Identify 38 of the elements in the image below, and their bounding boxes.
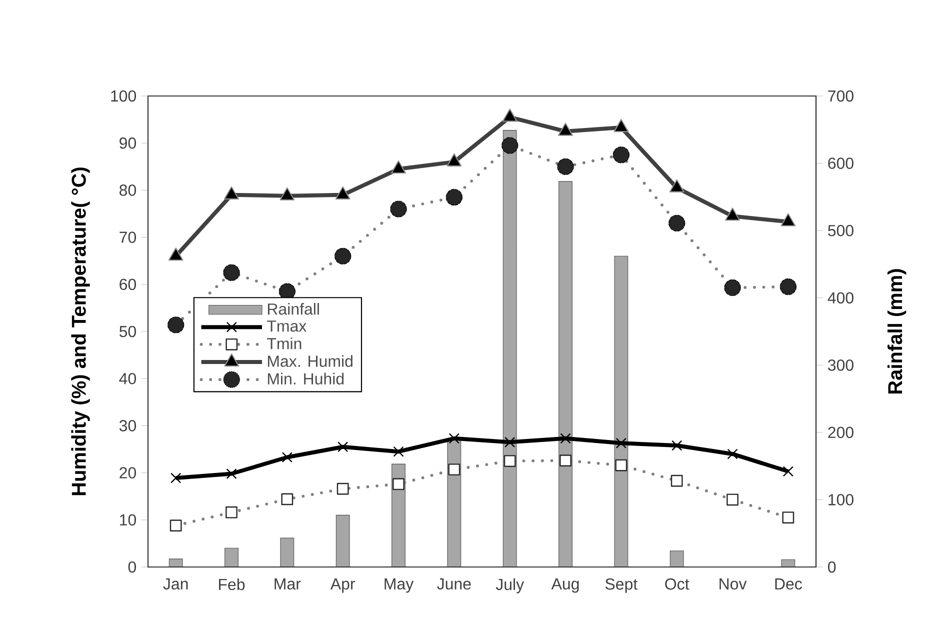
y-tick-label: 40 <box>119 372 136 384</box>
y2-tick-label: 0 <box>828 561 836 573</box>
x-tick-label: Jan <box>163 578 188 590</box>
y2-tick-label: 100 <box>828 494 854 506</box>
x-tick-label: June <box>437 578 471 590</box>
x-tick-label: Nov <box>720 578 747 590</box>
legend-label: Min. Huhid <box>268 372 344 385</box>
y-tick-label: 80 <box>120 184 136 196</box>
y-tick-label: 100 <box>111 90 136 102</box>
x-tick-label: Oct <box>665 578 690 590</box>
x-tick-label: Sept <box>605 578 638 593</box>
y2-tick-label: 200 <box>828 426 854 438</box>
x-tick-label: Feb <box>219 578 245 590</box>
y-tick-label: 20 <box>120 467 136 478</box>
x-tick-label: Dec <box>775 578 802 590</box>
x-tick-label: May <box>384 578 414 593</box>
y2-tick-label: 700 <box>828 90 854 102</box>
x-tick-label: Aug <box>551 578 579 593</box>
legend-label: Rainfall <box>268 302 319 315</box>
y2-axis-title: Rainfall (mm) <box>888 269 906 394</box>
y-tick-label: 10 <box>120 514 136 526</box>
legend-label: Tmax <box>267 320 306 332</box>
y-tick-label: 70 <box>120 232 136 243</box>
x-tick-label: Apr <box>330 578 356 593</box>
y2-tick-label: 500 <box>828 224 854 236</box>
legend-label: Max. Humid <box>268 355 352 367</box>
y-tick-label: 50 <box>119 326 136 338</box>
y2-tick-label: 400 <box>828 292 854 304</box>
legend-label: Tmin <box>267 338 302 350</box>
y-tick-label: 60 <box>120 278 136 290</box>
y-tick-label: 90 <box>120 137 136 149</box>
x-tick-label: July <box>496 578 524 594</box>
x-tick-label: Mar <box>274 578 301 590</box>
y2-tick-label: 300 <box>828 359 854 371</box>
y-axis-title: Humidity (%) and Temperature( °C) <box>71 168 90 496</box>
y-tick-label: 0 <box>128 561 136 573</box>
y2-tick-label: 600 <box>828 158 854 169</box>
y-tick-label: 30 <box>119 420 136 432</box>
